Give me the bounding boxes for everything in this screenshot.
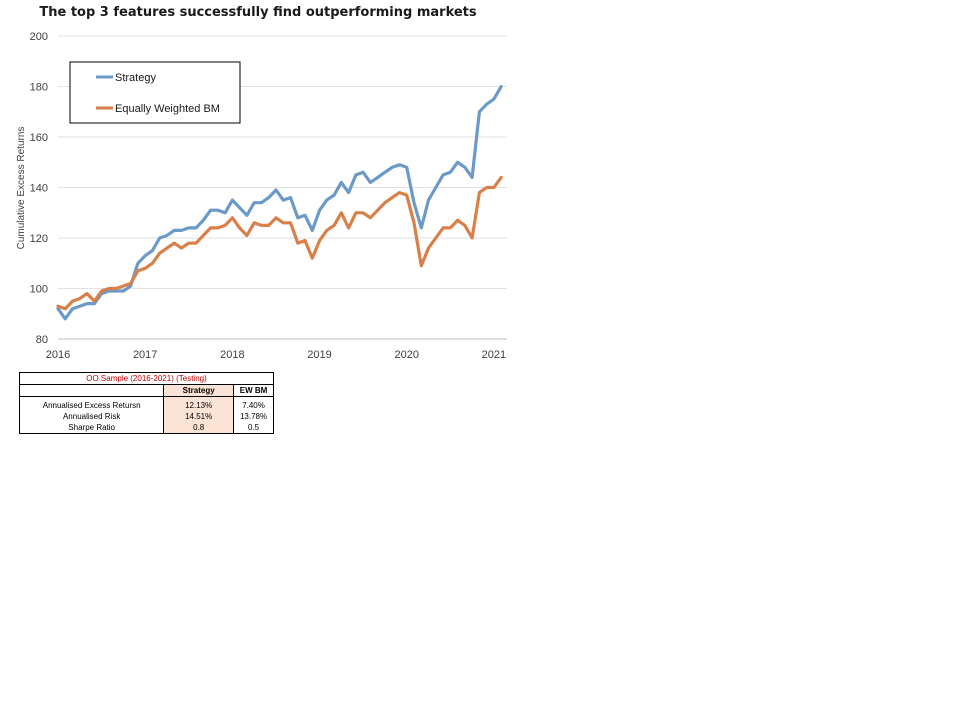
stats-row-label: Sharpe Ratio: [18, 422, 165, 434]
y-tick-label: 140: [30, 183, 48, 195]
x-tick-label: 2016: [46, 349, 70, 361]
stats-row: Annualised Excess Retursn 12.13% 7.40%: [18, 400, 274, 411]
y-tick-label: 160: [30, 132, 48, 144]
y-tick-label: 80: [36, 334, 48, 346]
x-tick-label: 2017: [133, 349, 157, 361]
y-axis-label: Cumulative Excess Returns: [16, 127, 27, 250]
y-tick-label: 180: [30, 82, 48, 94]
x-tick-label: 2018: [220, 349, 244, 361]
y-tick-label: 200: [30, 31, 48, 43]
stats-row-label: Annualised Risk: [18, 411, 165, 422]
legend: Strategy Equally Weighted BM: [69, 61, 241, 124]
stats-row: Sharpe Ratio 0.8 0.5: [18, 422, 274, 434]
stats-row-label: Annualised Excess Retursn: [18, 400, 165, 411]
stats-row: Annualised Risk 14.51% 13.78%: [18, 411, 274, 422]
stats-row-strategy-value: 0.8: [163, 422, 235, 434]
y-axis-ticks: 80 100 120 140 160 180 200: [30, 31, 48, 346]
stats-row-ew-bm-value: 7.40%: [233, 400, 274, 411]
line-chart: The top 3 features successfully find out…: [16, 5, 507, 361]
stats-table: OO Sample (2016-2021) (Testing) Strategy…: [18, 372, 274, 434]
x-tick-label: 2020: [394, 349, 418, 361]
stats-row-ew-bm-value: 13.78%: [233, 411, 274, 422]
stats-header-strategy: Strategy: [163, 384, 235, 397]
stats-header-blank: [18, 384, 165, 397]
legend-box: [69, 61, 241, 124]
stats-row-strategy-value: 14.51%: [163, 411, 235, 422]
series-line-ew-bm: [56, 175, 503, 311]
legend-label-ew-bm: Equally Weighted BM: [115, 103, 220, 115]
legend-label-strategy: Strategy: [115, 72, 156, 84]
series-lines: [56, 84, 503, 321]
stats-header-ew-bm: EW BM: [233, 384, 274, 397]
x-tick-label: 2019: [307, 349, 331, 361]
stats-row-ew-bm-value: 0.5: [233, 422, 274, 434]
y-tick-label: 100: [30, 284, 48, 296]
stats-table-caption: OO Sample (2016-2021) (Testing): [19, 372, 274, 385]
x-tick-label: 2021: [482, 349, 506, 361]
y-tick-label: 120: [30, 233, 48, 245]
stats-row-strategy-value: 12.13%: [163, 400, 235, 411]
x-axis-ticks: 2016 2017 2018 2019 2020 2021: [46, 349, 506, 361]
chart-title: The top 3 features successfully find out…: [39, 5, 477, 20]
